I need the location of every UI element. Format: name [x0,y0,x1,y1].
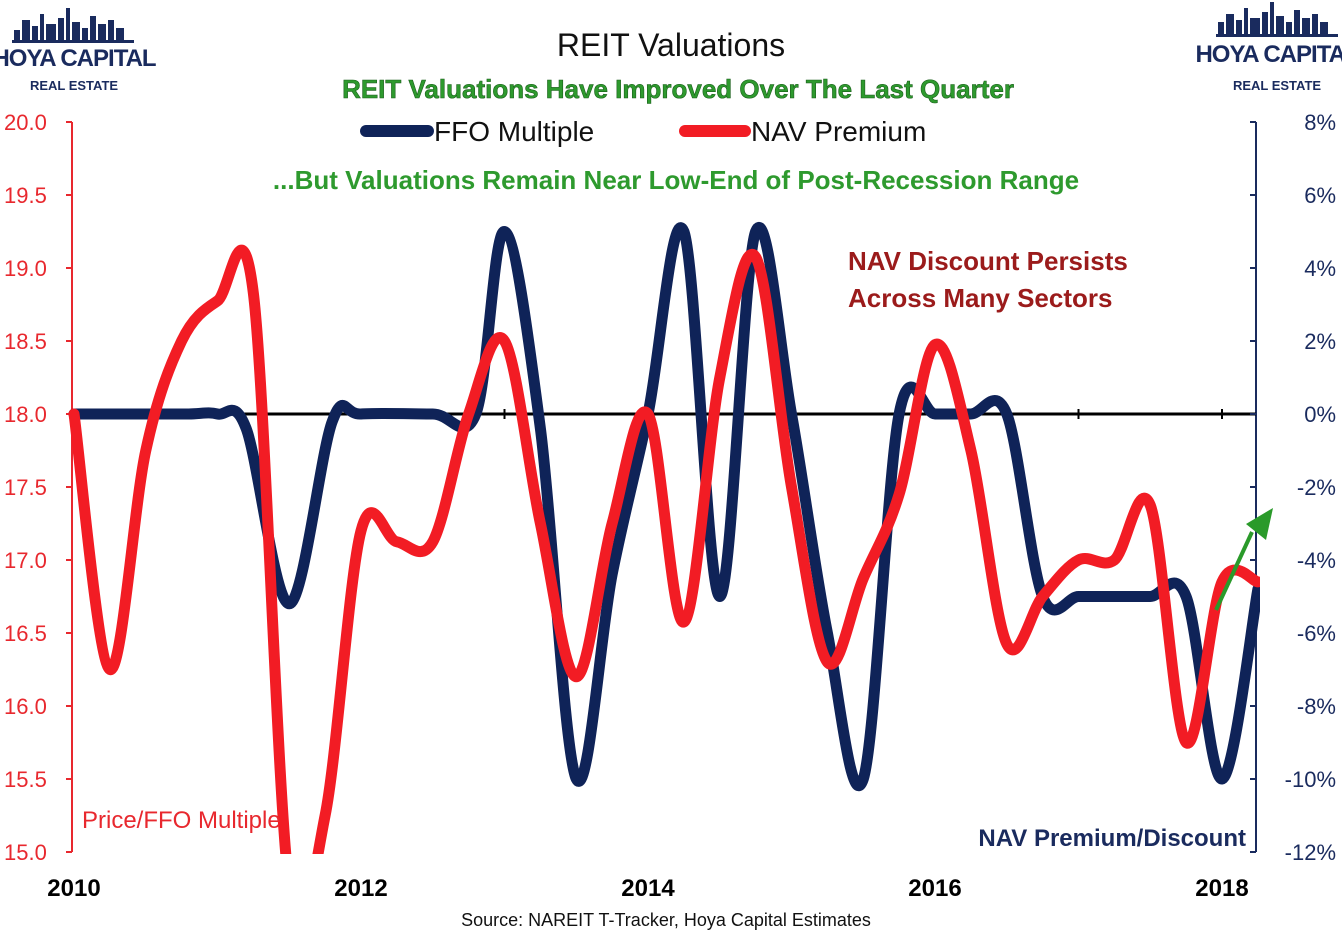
y-left-tick-label: 16.5 [4,621,47,646]
y-left-tick-label: 17.0 [4,548,47,573]
logo-left-main: HOYA CAPITAL [0,45,156,72]
x-tick-label: 2012 [334,875,387,902]
y-right-tick-label: 4% [1304,256,1336,281]
y-right-tick-label: 0% [1304,402,1336,427]
x-tick-label: 2016 [908,875,961,902]
x-tick-label: 2018 [1195,875,1248,902]
skyline-icon [1216,2,1338,37]
y-axis-right-label: NAV Premium/Discount [978,825,1246,852]
y-left-tick-label: 17.5 [4,475,47,500]
annotation-line-2: Across Many Sectors [848,283,1112,313]
annotation-line-1: NAV Discount Persists [848,246,1128,276]
chart-subtitle-secondary: ...But Valuations Remain Near Low-End of… [273,165,1079,195]
axes: 20.0 19.5 19.0 18.5 18.0 17.5 17.0 16.5 16.0 15.5… [4,110,1336,902]
y-left-tick-label: 15.5 [4,767,47,792]
y-left-tick-label: 15.0 [4,840,47,865]
y-right-tick-label: 6% [1304,183,1336,208]
logo-right: HOYA CAPITAL REAL ESTATE [1195,2,1342,93]
y-right-tick-label: -4% [1297,548,1336,573]
logo-right-main: HOYA CAPITAL [1195,41,1342,68]
x-tick-label: 2010 [47,875,100,902]
logo-right-sub: REAL ESTATE [1233,78,1321,93]
y-left-tick-label: 18.5 [4,329,47,354]
skyline-icon [12,8,134,43]
y-left-tick-label: 19.5 [4,183,47,208]
y-right-tick-label: -6% [1297,621,1336,646]
legend-label-nav: NAV Premium [751,116,926,147]
y-right-tick-label: -8% [1297,694,1336,719]
y-left-tick-label: 19.0 [4,256,47,281]
y-left-tick-label: 20.0 [4,110,47,135]
y-right-tick-label: -2% [1297,475,1336,500]
y-right-tick-label: 8% [1304,110,1336,135]
chart-subtitle: REIT Valuations Have Improved Over The L… [342,74,1014,104]
logo-left-sub: REAL ESTATE [30,78,118,93]
y-axis-left-label: Price/FFO Multiple [82,807,281,834]
logo-left: HOYA CAPITAL REAL ESTATE [0,8,157,93]
y-right-tick-label: -12% [1285,840,1336,865]
legend: FFO Multiple NAV Premium [360,116,926,147]
source-note: Source: NAREIT T-Tracker, Hoya Capital E… [461,910,871,930]
arrow-up-icon [1214,508,1273,611]
chart-title: REIT Valuations [557,27,785,63]
y-right-tick-label: -10% [1285,767,1336,792]
y-left-tick-label: 16.0 [4,694,47,719]
y-right-tick-label: 2% [1304,329,1336,354]
y-left-tick-label: 18.0 [4,402,47,427]
x-tick-label: 2014 [621,875,675,902]
legend-label-ffo: FFO Multiple [434,116,594,147]
series-layer [68,222,1260,854]
series-line-nav-premium [68,244,1260,854]
